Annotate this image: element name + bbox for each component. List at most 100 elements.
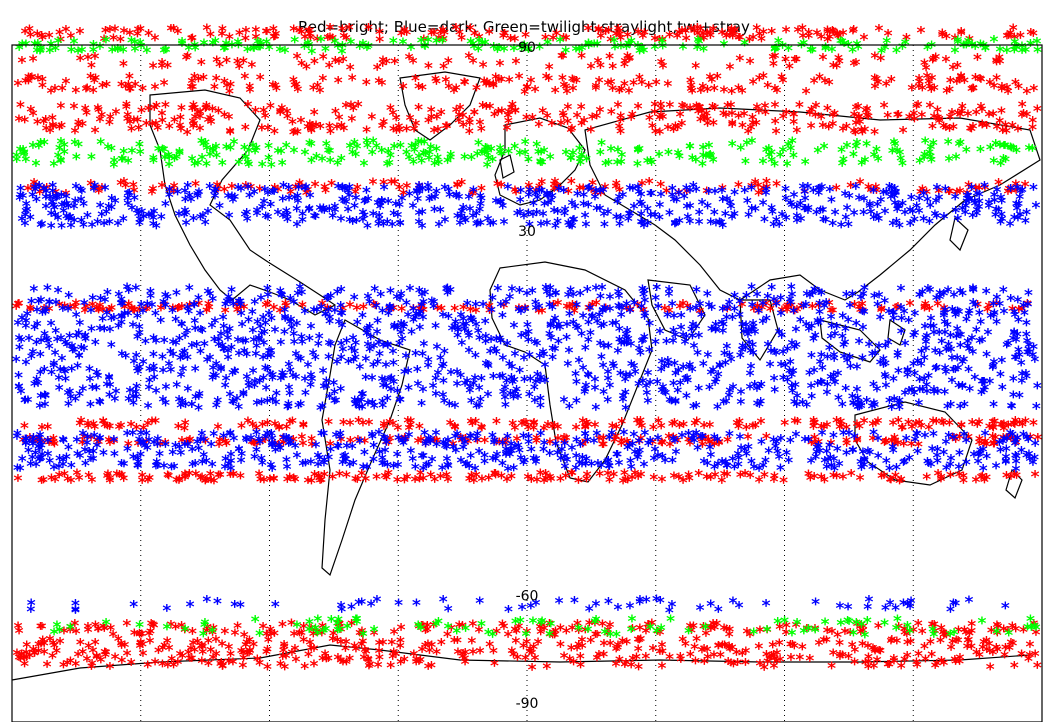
star-marker: * <box>404 364 413 384</box>
star-marker: * <box>690 417 699 437</box>
star-marker: * <box>375 32 384 52</box>
star-marker: * <box>805 366 814 386</box>
star-marker: * <box>989 437 998 457</box>
star-marker: * <box>985 196 994 216</box>
star-marker: * <box>1005 430 1014 450</box>
star-marker: * <box>864 593 873 613</box>
star-marker: * <box>992 71 1001 91</box>
star-marker: * <box>572 421 581 441</box>
star-marker: * <box>695 304 704 324</box>
star-marker: * <box>963 640 972 660</box>
star-marker: * <box>605 378 614 398</box>
star-marker: * <box>559 49 568 69</box>
star-marker: * <box>867 183 876 203</box>
star-marker: * <box>694 104 703 124</box>
star-marker: * <box>612 420 621 440</box>
star-marker: * <box>51 296 60 316</box>
star-marker: * <box>191 110 200 130</box>
star-marker: * <box>561 469 570 489</box>
star-marker: * <box>771 82 780 102</box>
star-marker: * <box>116 32 125 52</box>
star-marker: * <box>985 76 994 96</box>
star-marker: * <box>887 72 896 92</box>
star-marker: * <box>305 27 314 47</box>
star-marker: * <box>709 22 718 42</box>
star-marker: * <box>411 72 420 92</box>
star-marker: * <box>703 83 712 103</box>
star-marker: * <box>825 76 834 96</box>
star-marker: * <box>543 417 552 437</box>
star-marker: * <box>814 435 823 455</box>
star-marker: * <box>185 467 194 487</box>
star-marker: * <box>97 108 106 128</box>
star-marker: * <box>196 105 205 125</box>
star-marker: * <box>671 119 680 139</box>
star-marker: * <box>339 415 348 435</box>
star-marker: * <box>706 622 715 642</box>
star-marker: * <box>645 316 654 336</box>
star-marker: * <box>563 100 572 120</box>
star-marker: * <box>196 210 205 230</box>
star-marker: * <box>752 116 761 136</box>
star-marker: * <box>303 183 312 203</box>
star-marker: * <box>556 116 565 136</box>
star-marker: * <box>994 176 1003 196</box>
star-marker: * <box>907 81 916 101</box>
star-marker: * <box>78 435 87 455</box>
star-marker: * <box>581 420 590 440</box>
star-marker: * <box>345 21 354 41</box>
star-marker: * <box>696 84 705 104</box>
star-marker: * <box>482 99 491 119</box>
star-marker: * <box>703 26 712 46</box>
star-marker: * <box>202 98 211 118</box>
star-marker: * <box>26 457 35 477</box>
star-marker: * <box>992 55 1001 75</box>
star-marker: * <box>37 435 46 455</box>
star-marker: * <box>409 302 418 322</box>
star-marker: * <box>718 181 727 201</box>
star-marker: * <box>543 109 552 129</box>
star-marker: * <box>29 434 38 454</box>
star-marker: * <box>671 328 680 348</box>
star-marker: * <box>283 473 292 493</box>
star-marker: * <box>534 304 543 324</box>
star-marker: * <box>239 300 248 320</box>
star-marker: * <box>120 457 129 477</box>
star-marker: * <box>123 108 132 128</box>
star-marker: * <box>92 302 101 322</box>
star-marker: * <box>299 418 308 438</box>
star-marker: * <box>664 121 673 141</box>
star-marker: * <box>499 299 508 319</box>
star-marker: * <box>45 302 54 322</box>
star-marker: * <box>246 180 255 200</box>
star-marker: * <box>211 34 220 54</box>
star-marker: * <box>826 451 835 471</box>
star-marker: * <box>468 187 477 207</box>
star-marker: * <box>812 99 821 119</box>
star-marker: * <box>581 421 590 441</box>
star-marker: * <box>682 32 691 52</box>
star-marker: * <box>584 301 593 321</box>
star-marker: * <box>634 470 643 490</box>
star-marker: * <box>906 297 915 317</box>
star-marker: * <box>256 472 265 492</box>
star-marker: * <box>460 75 469 95</box>
star-marker: * <box>636 414 645 434</box>
star-marker: * <box>686 302 695 322</box>
star-marker: * <box>326 21 335 41</box>
star-marker: * <box>583 283 592 303</box>
star-marker: * <box>956 184 965 204</box>
star-marker: * <box>577 116 586 136</box>
star-marker: * <box>55 468 64 488</box>
star-marker: * <box>828 303 837 323</box>
star-marker: * <box>835 55 844 75</box>
star-marker: * <box>818 50 827 70</box>
star-marker: * <box>884 27 893 47</box>
star-marker: * <box>27 596 36 616</box>
star-marker: * <box>939 309 948 329</box>
star-marker: * <box>26 302 35 322</box>
star-marker: * <box>815 70 824 90</box>
star-marker: * <box>809 420 818 440</box>
star-marker: * <box>241 32 250 52</box>
star-marker: * <box>634 377 643 397</box>
